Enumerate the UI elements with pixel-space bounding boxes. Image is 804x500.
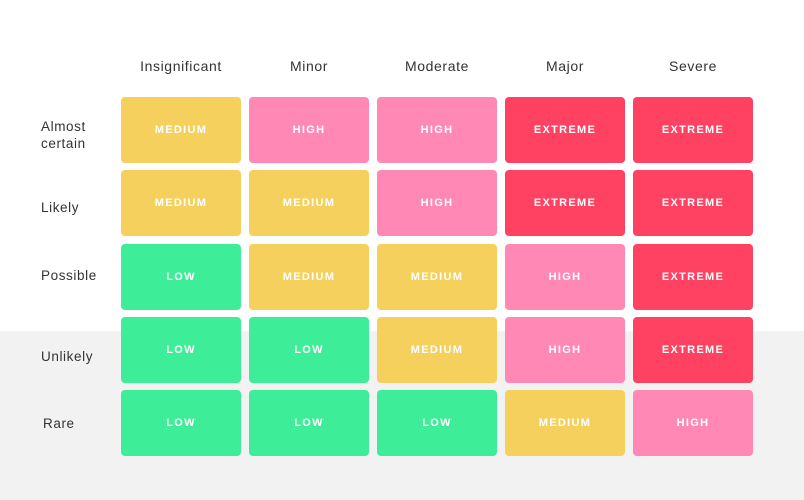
column-header-severe: Severe xyxy=(669,58,717,74)
risk-cell: LOW xyxy=(121,390,241,456)
risk-cell: EXTREME xyxy=(633,317,753,383)
row-label-likely: Likely xyxy=(41,200,80,215)
risk-cell: HIGH xyxy=(633,390,753,456)
risk-cell: EXTREME xyxy=(505,97,625,163)
risk-cell: HIGH xyxy=(377,170,497,236)
risk-cell: EXTREME xyxy=(505,170,625,236)
row-label-rare: Rare xyxy=(43,416,75,431)
risk-cell: HIGH xyxy=(377,97,497,163)
risk-cell: MEDIUM xyxy=(377,244,497,310)
risk-cell: EXTREME xyxy=(633,97,753,163)
row-label-possible: Possible xyxy=(41,268,97,283)
risk-cell: HIGH xyxy=(505,317,625,383)
risk-cell: LOW xyxy=(377,390,497,456)
risk-cell: EXTREME xyxy=(633,244,753,310)
risk-cell: MEDIUM xyxy=(249,170,369,236)
column-header-major: Major xyxy=(545,58,584,74)
risk-cell: LOW xyxy=(249,390,369,456)
risk-cell: LOW xyxy=(121,317,241,383)
risk-cell: MEDIUM xyxy=(121,97,241,163)
row-label-unlikely: Unlikely xyxy=(41,349,94,364)
row-label-almost-certain: Almost certain xyxy=(41,119,86,151)
risk-cell: MEDIUM xyxy=(505,390,625,456)
risk-cell: MEDIUM xyxy=(121,170,241,236)
risk-cell: LOW xyxy=(121,244,241,310)
risk-cell: MEDIUM xyxy=(377,317,497,383)
column-header-moderate: Moderate xyxy=(405,58,469,74)
risk-cell: HIGH xyxy=(505,244,625,310)
column-header-minor: Minor xyxy=(289,58,328,74)
column-header-insignificant: Insignificant xyxy=(140,58,222,74)
risk-cell: MEDIUM xyxy=(249,244,369,310)
risk-cell: EXTREME xyxy=(633,170,753,236)
risk-cell: HIGH xyxy=(249,97,369,163)
risk-cell: LOW xyxy=(249,317,369,383)
